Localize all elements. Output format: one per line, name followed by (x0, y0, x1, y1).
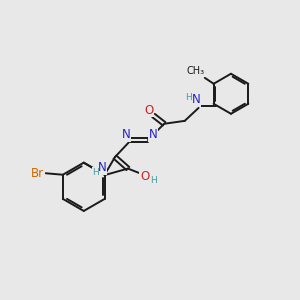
Text: O: O (144, 104, 153, 117)
Text: H: H (92, 168, 99, 177)
Text: N: N (122, 128, 130, 141)
Text: Br: Br (31, 167, 44, 180)
Text: N: N (192, 93, 201, 106)
Text: CH₃: CH₃ (186, 66, 204, 76)
Text: N: N (149, 128, 158, 141)
Text: H: H (185, 93, 192, 102)
Text: O: O (140, 170, 149, 183)
Text: H: H (150, 176, 157, 184)
Text: N: N (98, 161, 106, 174)
